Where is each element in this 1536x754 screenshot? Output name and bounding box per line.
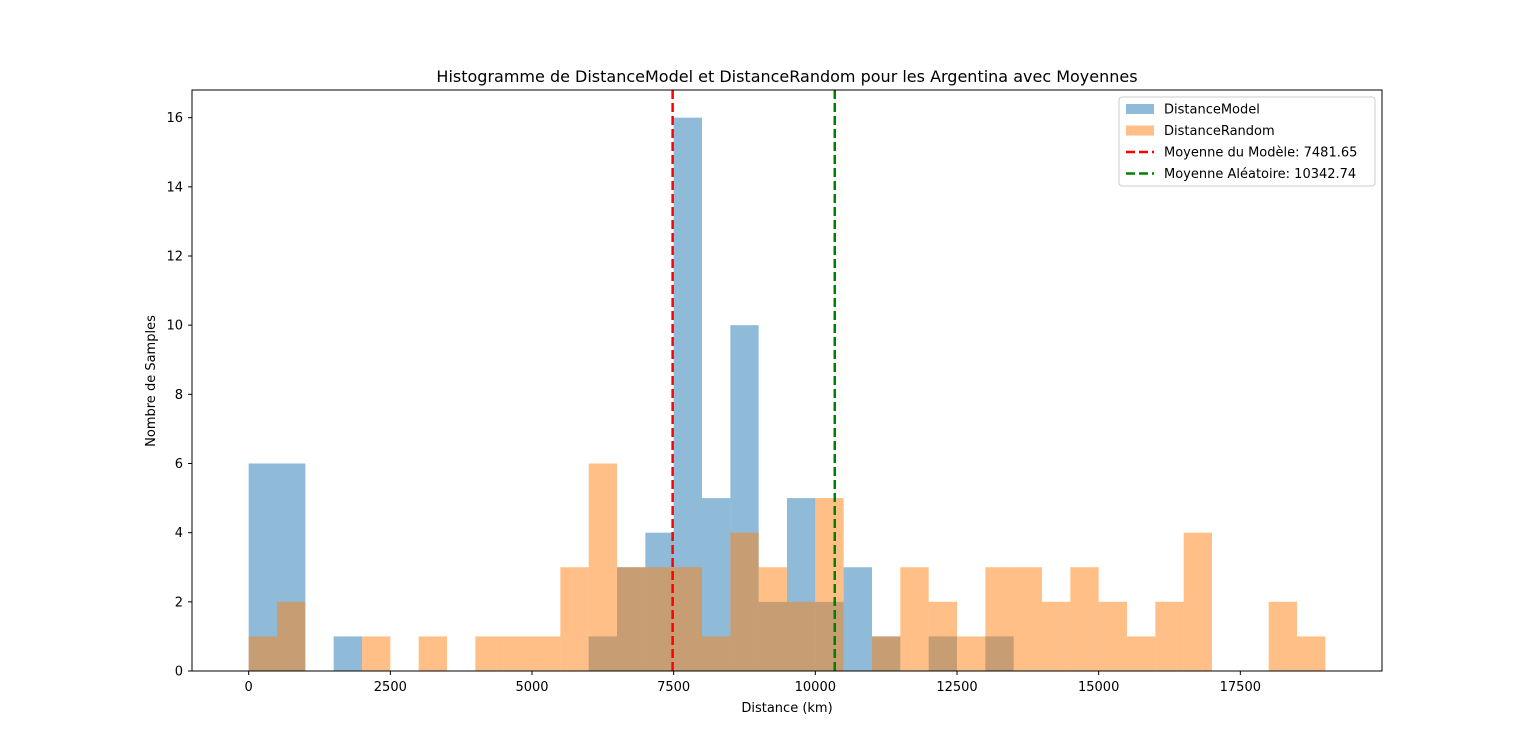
random-bar (362, 636, 391, 671)
legend-swatch (1126, 104, 1154, 114)
y-tick-label: 4 (175, 526, 183, 541)
y-tick-label: 12 (166, 250, 183, 265)
y-tick-label: 10 (166, 319, 183, 334)
mean-lines (671, 90, 837, 671)
y-tick-label: 16 (166, 111, 183, 126)
x-tick-label: 7500 (657, 680, 690, 695)
y-tick-label: 14 (166, 180, 183, 195)
random-bar (248, 636, 277, 671)
random-bar (532, 636, 561, 671)
legend-swatch (1126, 125, 1154, 136)
x-tick-label: 12500 (936, 680, 977, 695)
random-bar (277, 601, 306, 671)
plot-frame (191, 89, 1383, 672)
legend-label: DistanceModel (1164, 103, 1260, 118)
legend-label: DistanceRandom (1164, 124, 1275, 139)
random-bar (1042, 601, 1071, 671)
chart-title: Histogramme de DistanceModel et Distance… (436, 67, 1137, 86)
legend-label: Moyenne Aléatoire: 10342.74 (1164, 167, 1356, 182)
y-axis: 0 2 4 6 8 10 12 14 16 (166, 111, 192, 680)
x-tick-label: 2500 (374, 680, 407, 695)
random-bar (787, 601, 816, 671)
x-tick-label: 10000 (795, 680, 836, 695)
random-bar (730, 532, 759, 671)
random-bar (1183, 532, 1212, 671)
random-bar (928, 601, 957, 671)
random-bar (872, 636, 901, 671)
y-tick-label: 2 (175, 595, 183, 610)
random-bar (1297, 636, 1326, 671)
model-bar (843, 567, 872, 671)
random-bar (560, 567, 589, 671)
legend-box (1118, 96, 1376, 187)
random-bar (1070, 567, 1099, 671)
random-bar (503, 636, 532, 671)
x-axis: 0 2500 5000 7500 10000 12500 15000 17500 (245, 671, 1261, 695)
random-bar (900, 567, 929, 671)
plot-area (191, 89, 1383, 672)
y-tick-label: 6 (175, 457, 183, 472)
x-axis-label: Distance (km) (741, 701, 832, 716)
legend-label: Moyenne du Modèle: 7481.65 (1164, 146, 1357, 161)
legend: DistanceModel DistanceRandom Moyenne du Mo… (1118, 96, 1376, 187)
random-bar (1155, 601, 1184, 671)
y-axis-label: Nombre de Samples (144, 315, 159, 447)
x-tick-label: 15000 (1078, 680, 1119, 695)
random-bar (475, 636, 504, 671)
random-bar (588, 463, 617, 671)
random-bar (645, 567, 674, 671)
random-bar (1268, 601, 1297, 671)
random-bar (702, 636, 731, 671)
random-bar (1013, 567, 1042, 671)
random-bar (815, 498, 844, 671)
x-tick-label: 5000 (515, 680, 548, 695)
random-bar (1098, 601, 1127, 671)
random-bar (758, 567, 787, 671)
random-bar (1127, 636, 1156, 671)
random-bar (418, 636, 447, 671)
random-bar (617, 567, 646, 671)
random-bars (248, 463, 1326, 671)
y-tick-label: 0 (175, 665, 183, 680)
y-tick-label: 8 (175, 388, 183, 403)
x-tick-label: 17500 (1220, 680, 1261, 695)
random-bar (673, 567, 702, 671)
random-bar (985, 567, 1014, 671)
model-bar (333, 636, 362, 671)
random-bar (957, 636, 986, 671)
x-tick-label: 0 (245, 680, 253, 695)
